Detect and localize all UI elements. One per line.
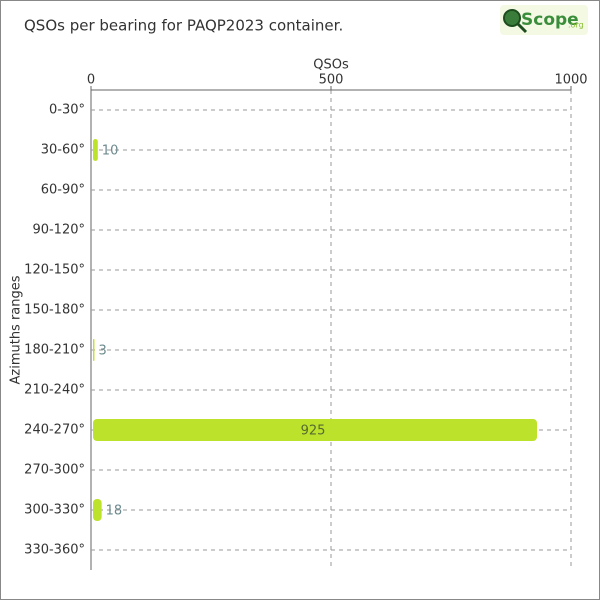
bar — [93, 419, 537, 441]
chart-title: QSOs per bearing for PAQP2023 container. — [24, 17, 343, 35]
logo-suffix: .org — [568, 21, 584, 30]
y-axis-title: Azimuths ranges — [9, 275, 24, 384]
logo-handle — [516, 22, 528, 34]
data-label: 3 — [98, 344, 106, 359]
logo-text: Scope — [521, 10, 579, 30]
y-tick-label: 330-360° — [24, 543, 85, 558]
x-axis-title: QSOs — [313, 58, 349, 73]
logo-icon — [503, 9, 521, 27]
x-tick-label: 500 — [319, 73, 344, 88]
y-tick-label: 150-180° — [24, 303, 85, 318]
y-tick-label: 0-30° — [49, 103, 85, 118]
bar — [93, 499, 102, 521]
bar — [93, 139, 98, 161]
logo: Scope .org — [500, 5, 588, 35]
x-tick-label: 1000 — [554, 73, 587, 88]
y-tick-label: 90-120° — [32, 223, 85, 238]
y-tick-label: 240-270° — [24, 423, 85, 438]
y-tick-label: 270-300° — [24, 463, 85, 478]
bar — [93, 339, 95, 361]
y-tick-label: 180-210° — [24, 343, 85, 358]
y-tick-label: 60-90° — [41, 183, 85, 198]
x-tick-label: 0 — [87, 73, 95, 88]
data-label: 925 — [301, 424, 326, 439]
y-tick-label: 120-150° — [24, 263, 85, 278]
data-label: 10 — [102, 144, 119, 159]
y-tick-label: 300-330° — [24, 503, 85, 518]
y-tick-label: 30-60° — [41, 143, 85, 158]
y-tick-label: 210-240° — [24, 383, 85, 398]
data-label: 18 — [106, 504, 123, 519]
